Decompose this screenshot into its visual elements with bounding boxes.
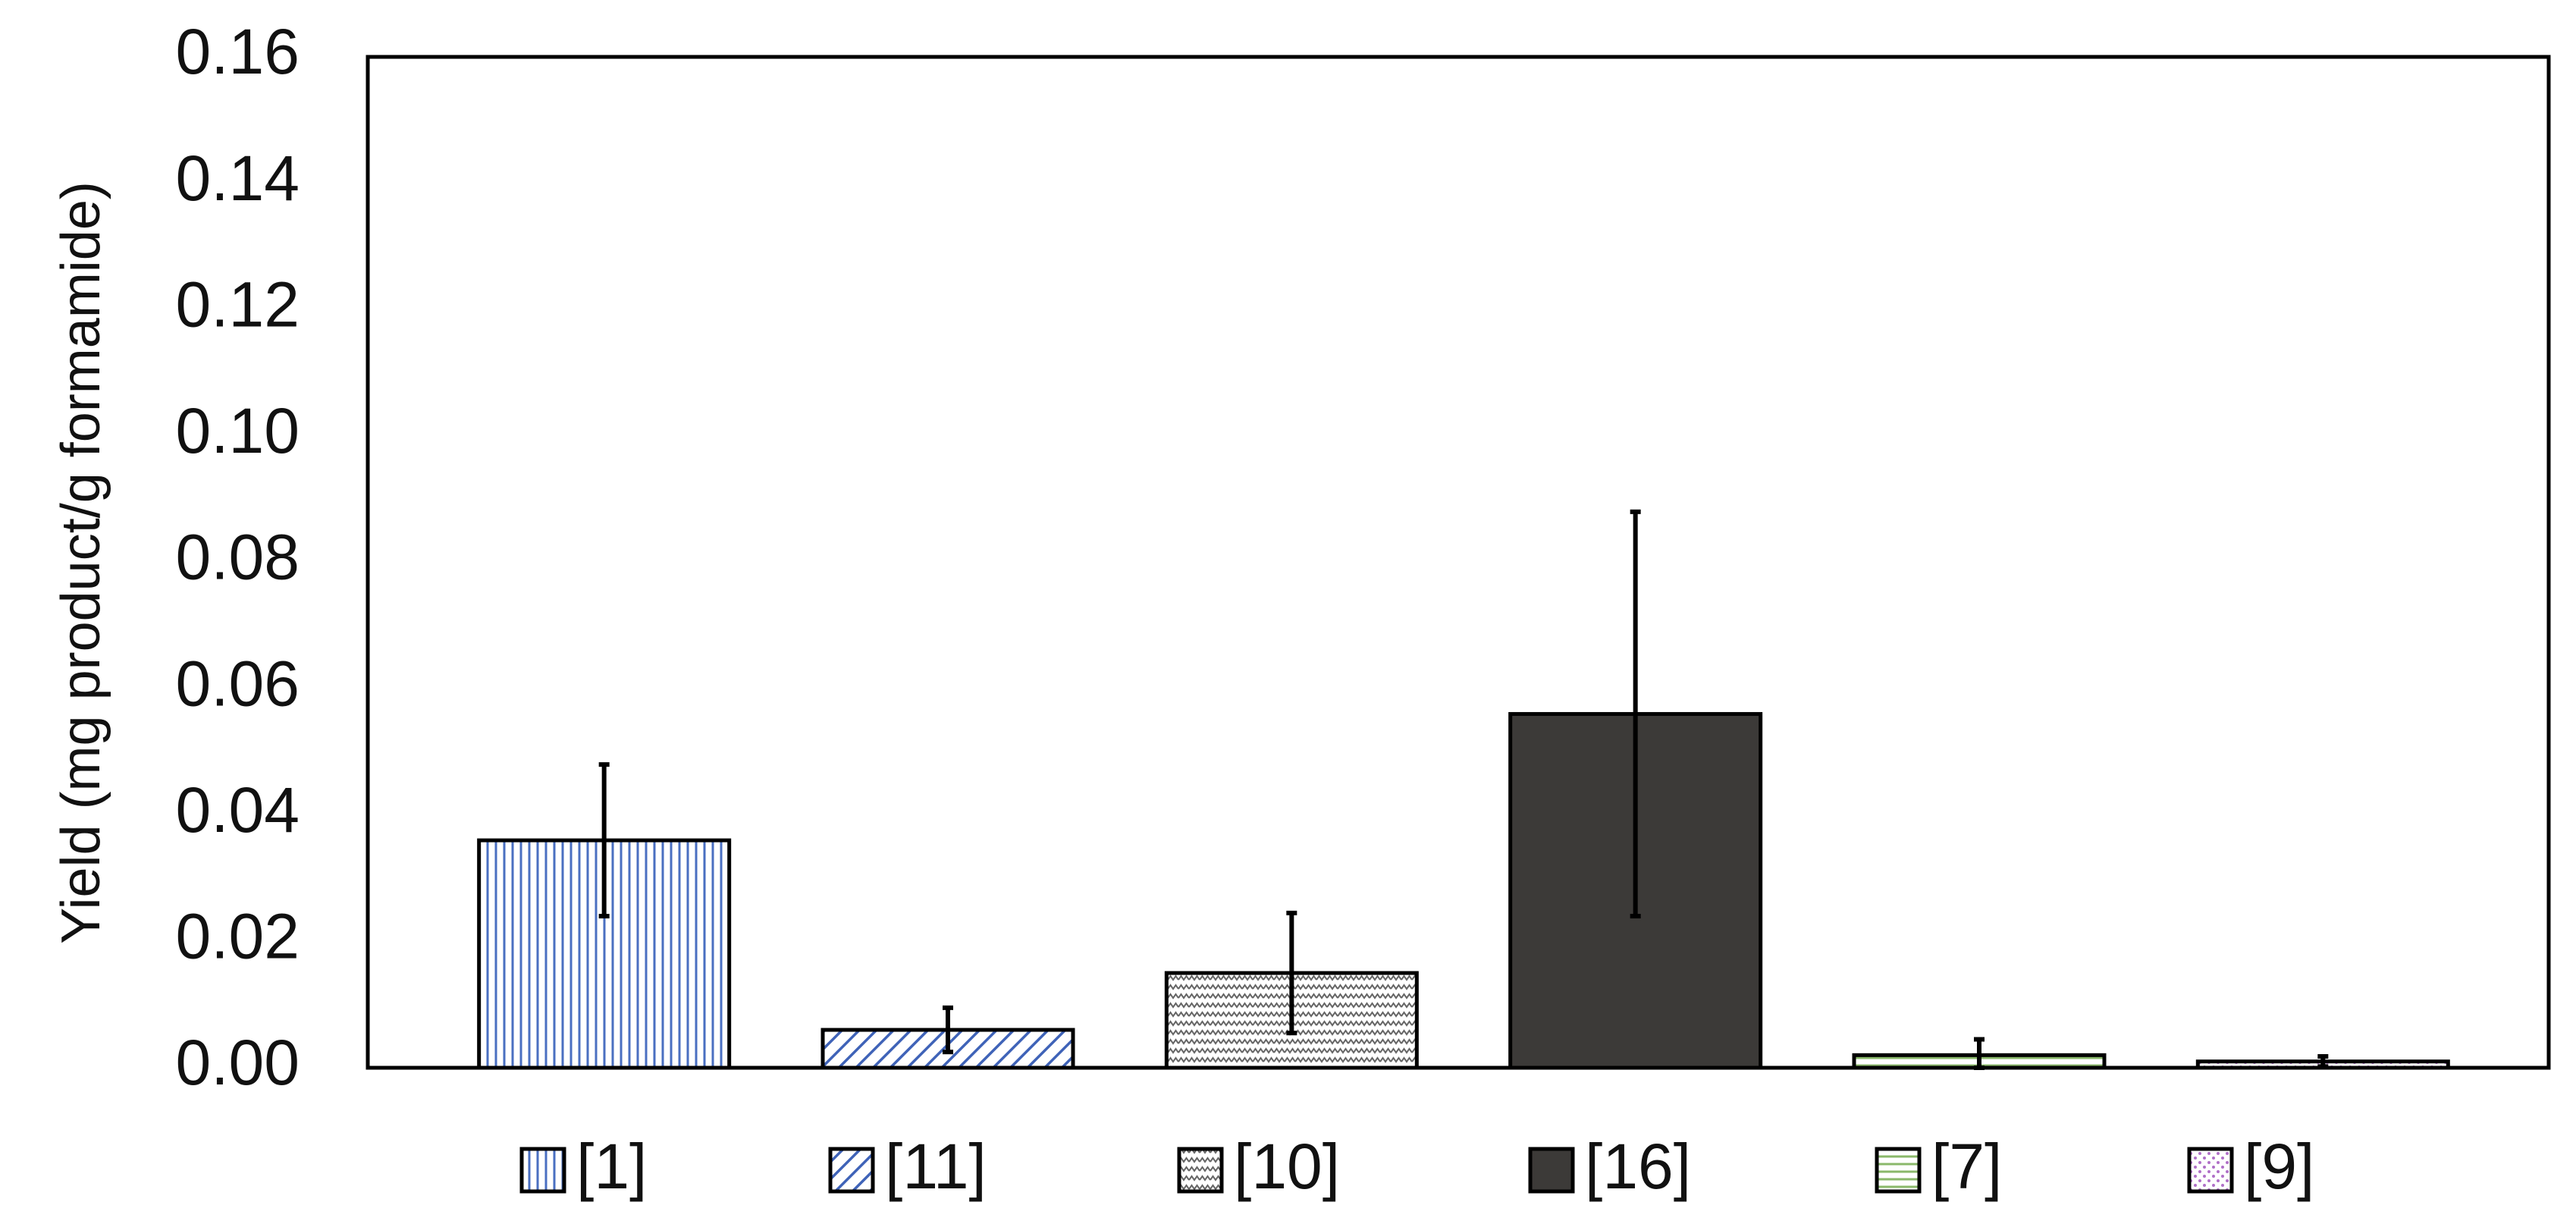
legend-label: [7]: [1931, 1131, 2002, 1202]
legend-swatch: [2187, 1147, 2234, 1194]
legend-label: [11]: [885, 1131, 987, 1202]
y-tick-label: 0.06: [176, 648, 300, 719]
legend: [1] [11] [10] [16] [7] [9]: [519, 1131, 2314, 1202]
legend-swatch: [1177, 1147, 1224, 1194]
bars: [368, 711, 2549, 1070]
legend-swatch: [828, 1147, 875, 1194]
legend-label: [9]: [2244, 1131, 2314, 1202]
y-tick-label: 0.16: [176, 16, 300, 87]
y-tick-label: 0.02: [176, 901, 300, 972]
y-tick-label: 0.08: [176, 522, 300, 593]
legend-swatch: [1875, 1147, 1922, 1194]
y-tick-label: 0.14: [176, 143, 300, 214]
legend-label: [16]: [1585, 1131, 1691, 1202]
y-axis-ticks: 0.00 0.02 0.04 0.06 0.08 0.10 0.12 0.14 0.16: [176, 16, 300, 1098]
legend-swatch: [519, 1147, 566, 1194]
error-bars: [598, 509, 2329, 1070]
y-axis-title: Yield (mg product/g formamide): [51, 181, 111, 944]
legend-label: [10]: [1234, 1131, 1340, 1202]
legend-swatch: [1528, 1147, 1575, 1194]
y-tick-label: 0.10: [176, 395, 300, 466]
legend-label: [1]: [576, 1131, 647, 1202]
y-tick-label: 0.12: [176, 268, 300, 340]
y-tick-label: 0.00: [176, 1027, 300, 1098]
y-tick-label: 0.04: [176, 774, 300, 846]
